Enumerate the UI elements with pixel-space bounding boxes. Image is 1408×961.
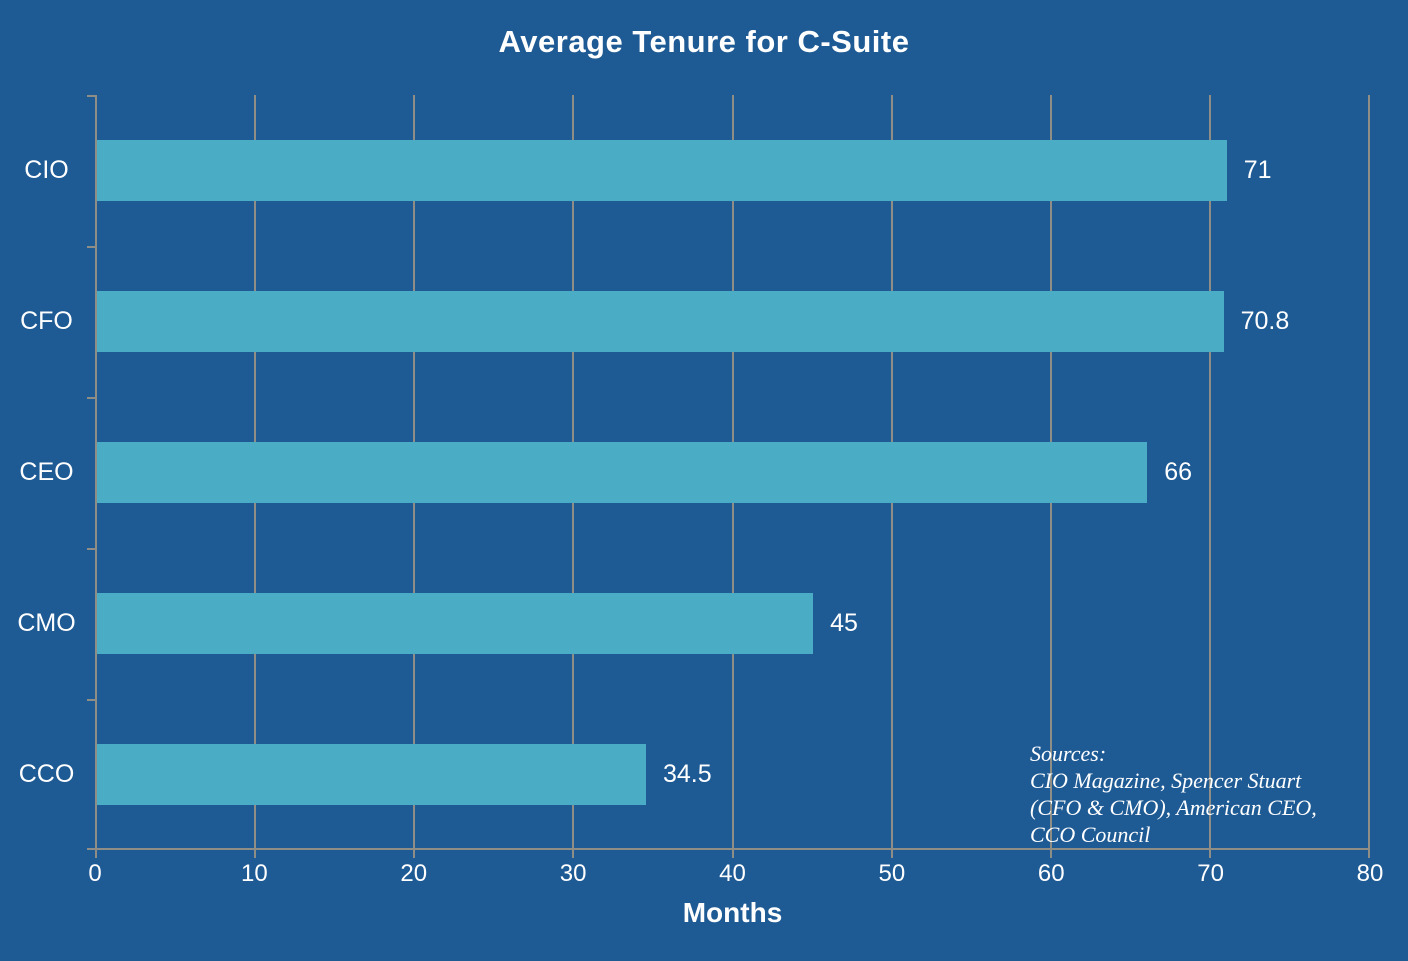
sources-line: CIO Magazine, Spencer Stuart	[1030, 768, 1302, 793]
y-tick-mark-2	[87, 397, 95, 399]
category-label-cio: CIO	[24, 156, 69, 184]
y-tick-mark-5	[87, 848, 95, 850]
sources-line: CCO Council	[1030, 822, 1151, 847]
gridline-x-70	[1208, 95, 1211, 848]
y-axis-category-labels: CIO CFO CEO CMO CCO	[0, 95, 93, 850]
bar-value-label-ceo: 66	[1164, 458, 1193, 486]
bar-ceo	[97, 442, 1148, 503]
sources-line: (CFO & CMO), American CEO,	[1030, 795, 1317, 820]
bar-cfo	[97, 291, 1224, 352]
x-axis-title: Months	[682, 897, 783, 928]
x-tick-mark-40	[731, 848, 734, 858]
bar-value-label-cco: 34.5	[662, 760, 712, 788]
category-label-cco: CCO	[18, 760, 75, 788]
category-label-ceo: CEO	[19, 458, 74, 486]
x-tick-mark-60	[1049, 848, 1052, 858]
bar-row-cfo: 70.8	[97, 246, 1370, 397]
x-tick-mark-20	[413, 848, 416, 858]
bar-row-cmo: 45	[97, 548, 1370, 699]
category-label-cmo: CMO	[17, 609, 76, 637]
y-tick-mark-3	[87, 548, 95, 550]
x-tick-mark-0	[95, 848, 97, 858]
x-tick-label-80: 80	[1356, 860, 1384, 887]
category-label-cfo: CFO	[20, 307, 73, 335]
bar-cio	[97, 140, 1227, 201]
x-tick-label-40: 40	[719, 860, 746, 887]
bar-row-ceo: 66	[97, 397, 1370, 548]
sources-annotation: Sources: CIO Magazine, Spencer Stuart (C…	[1030, 740, 1317, 848]
sources-line: Sources:	[1030, 741, 1107, 766]
x-tick-mark-30	[572, 848, 575, 858]
bar-row-cio: 71	[97, 95, 1370, 246]
y-tick-mark-4	[87, 699, 95, 701]
bar-cco	[97, 744, 646, 805]
bar-value-label-cmo: 45	[830, 609, 858, 637]
y-tick-mark-1	[87, 246, 95, 248]
x-tick-label-70: 70	[1197, 860, 1224, 887]
y-tick-mark-0	[87, 95, 95, 97]
bar-cmo	[97, 593, 814, 654]
x-tick-mark-50	[890, 848, 893, 858]
x-tick-label-0: 0	[88, 860, 102, 887]
x-tick-label-30: 30	[559, 860, 587, 887]
bar-row-cco: 34.5	[97, 699, 1370, 850]
bar-value-label-cfo: 70.8	[1240, 307, 1290, 335]
x-tick-label-50: 50	[878, 860, 906, 887]
bar-value-label-cio: 71	[1243, 156, 1272, 184]
gridline-x-80	[1368, 95, 1370, 848]
x-tick-mark-70	[1208, 848, 1211, 858]
x-tick-label-60: 60	[1037, 860, 1065, 887]
x-tick-mark-80	[1368, 848, 1370, 858]
x-tick-mark-10	[254, 848, 257, 858]
x-axis-tick-labels: 0 10 20 30 40 50 60 70 80	[88, 860, 1383, 890]
x-tick-label-10: 10	[241, 860, 268, 887]
x-tick-label-20: 20	[400, 860, 428, 887]
plot-area: 71 70.8 66 45 34.5	[87, 95, 1370, 858]
chart-title: Average Tenure for C-Suite	[498, 24, 910, 59]
